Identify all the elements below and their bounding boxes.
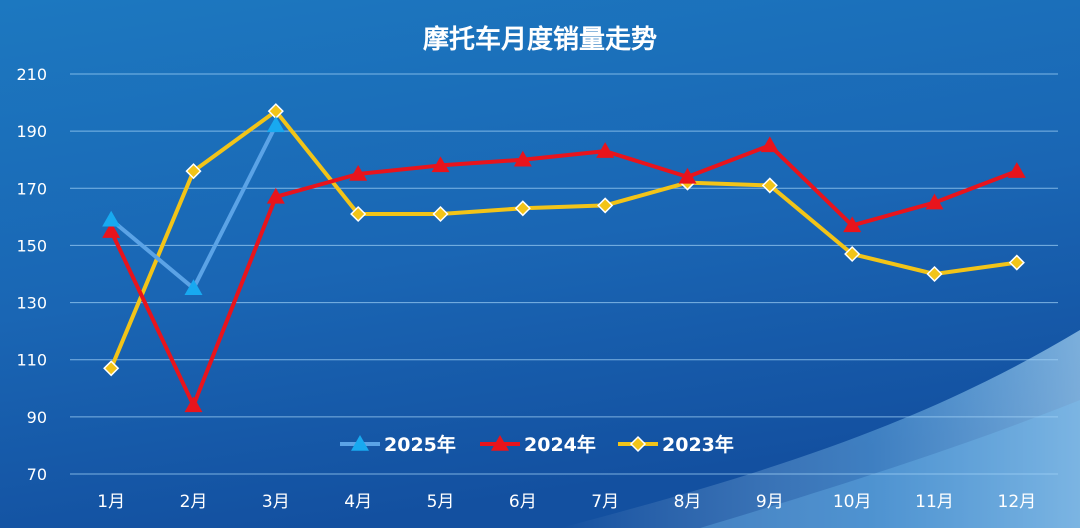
x-tick-label: 10月: [833, 492, 872, 512]
y-tick-label: 170: [16, 179, 47, 198]
gridlines: [70, 73, 1058, 475]
x-tick-label: 2月: [180, 492, 208, 512]
data-point: [431, 156, 450, 173]
y-tick-label: 210: [16, 65, 47, 84]
data-point: [349, 165, 368, 181]
legend-label: 2024年: [524, 433, 596, 456]
legend-marker: [491, 435, 509, 451]
chart-title: 摩托车月度销量走势: [423, 24, 657, 55]
data-point: [596, 142, 615, 158]
data-point: [1008, 254, 1025, 271]
data-point: [102, 222, 121, 238]
data-point: [432, 205, 449, 223]
legend-label: 2025年: [384, 433, 456, 456]
legend-label: 2023年: [662, 433, 734, 456]
data-point: [597, 197, 614, 214]
legend-marker: [351, 435, 369, 451]
y-tick-label: 70: [27, 465, 47, 484]
y-tick-label: 130: [16, 294, 47, 313]
y-tick-label: 110: [16, 351, 47, 370]
data-point: [103, 360, 120, 377]
series-line: [109, 143, 1018, 408]
series-2023年: [103, 103, 1025, 377]
data-point: [844, 245, 861, 263]
y-axis-tick-labels: 70 90 110 130 150 170 190 210: [16, 65, 47, 484]
x-tick-label: 8月: [674, 492, 702, 512]
y-tick-label: 90: [27, 408, 47, 427]
background-swoosh: [560, 330, 1080, 528]
x-tick-label: 7月: [591, 492, 619, 512]
data-point: [350, 205, 367, 223]
data-point: [678, 167, 697, 184]
data-point: [266, 116, 285, 133]
data-point: [514, 200, 531, 217]
x-tick-label: 9月: [756, 492, 784, 512]
data-point: [184, 396, 203, 413]
data-point: [185, 163, 202, 180]
data-point: [843, 216, 862, 233]
data-point: [102, 210, 121, 227]
legend-item-2025年: 2025年: [340, 433, 456, 456]
x-tick-label: 4月: [344, 492, 372, 512]
y-tick-label: 150: [16, 236, 47, 255]
data-point: [761, 177, 778, 194]
x-axis-tick-labels: 1月 2月 3月 4月 5月 6月 7月 8月 9月 10月 11月 12月: [97, 492, 1036, 512]
series-2024年: [102, 136, 1026, 413]
series-line: [109, 109, 1018, 370]
data-point: [760, 136, 779, 153]
legend: 2025年 2024年 2023年: [340, 433, 734, 456]
series-2025年: [102, 116, 285, 296]
y-tick-label: 190: [16, 122, 47, 141]
x-tick-label: 5月: [427, 492, 455, 512]
x-tick-label: 3月: [262, 492, 290, 512]
x-tick-label: 12月: [998, 492, 1037, 512]
data-point: [266, 187, 285, 204]
legend-item-2024年: 2024年: [480, 433, 596, 456]
series-group: [102, 103, 1026, 413]
x-tick-label: 1月: [97, 492, 125, 512]
legend-item-2023年: 2023年: [618, 433, 734, 456]
data-point: [1007, 162, 1026, 178]
background-swoosh-light: [700, 400, 1080, 528]
data-point: [926, 265, 943, 283]
x-tick-label: 6月: [509, 492, 537, 512]
legend-marker: [629, 435, 647, 453]
data-point: [184, 279, 203, 296]
x-tick-label: 11月: [915, 492, 954, 512]
data-point: [925, 193, 944, 210]
data-point: [513, 150, 532, 167]
